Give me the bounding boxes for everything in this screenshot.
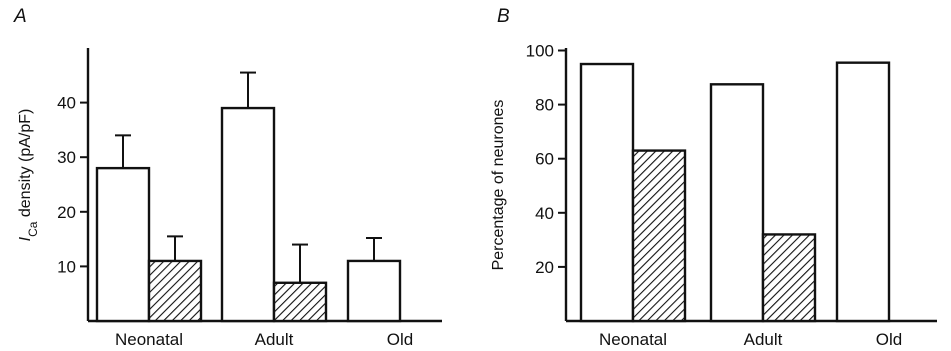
y-tick-label: 30 (57, 148, 76, 167)
y-tick-label: 40 (535, 204, 554, 223)
bar-neonatal-open (579, 62, 635, 323)
bar-neonatal-hatched (147, 259, 203, 323)
y-tick-label: 100 (526, 42, 554, 61)
panel-b-bars (579, 61, 891, 323)
x-category-label: Neonatal (115, 330, 183, 349)
y-tick-label: 80 (535, 96, 554, 115)
y-tick-label: 20 (535, 258, 554, 277)
x-category-label: Old (876, 330, 902, 349)
y-tick-label: 20 (57, 203, 76, 222)
panel-a-chart: A ICa density (pA/pF) 10 20 30 40 Neonatal A… (13, 6, 442, 349)
bar-neonatal-hatched (631, 149, 687, 323)
bar-old-open (835, 61, 891, 323)
bar-adult-hatched (272, 281, 328, 323)
y-tick-label: 60 (535, 150, 554, 169)
panel-b-y-ticks: 20 40 60 80 100 (526, 42, 566, 277)
bar-neonatal-open (95, 166, 151, 323)
panel-b-chart: B Percentage of neurones 20 40 60 80 100 Neo… (490, 6, 937, 349)
panel-b-ylabel: Percentage of neurones (490, 100, 507, 271)
y-tick-label: 40 (57, 94, 76, 113)
x-category-label: Old (387, 330, 413, 349)
x-category-label: Adult (744, 330, 783, 349)
bar-adult-hatched (761, 233, 817, 323)
panel-a-x-labels: Neonatal Adult Old (115, 330, 413, 349)
panel-b-x-labels: Neonatal Adult Old (599, 330, 902, 349)
panel-a-y-ticks: 10 20 30 40 (57, 94, 88, 276)
panel-a-bars (95, 71, 402, 323)
bar-old-open (346, 259, 402, 323)
bar-adult-open (709, 83, 765, 323)
x-category-label: Adult (255, 330, 294, 349)
y-tick-label: 10 (57, 257, 76, 276)
panel-a-letter: A (13, 6, 27, 27)
x-category-label: Neonatal (599, 330, 667, 349)
panel-a-ylabel: ICa density (pA/pF) (17, 109, 40, 242)
panel-b-letter: B (497, 6, 510, 27)
bar-adult-open (220, 106, 276, 323)
